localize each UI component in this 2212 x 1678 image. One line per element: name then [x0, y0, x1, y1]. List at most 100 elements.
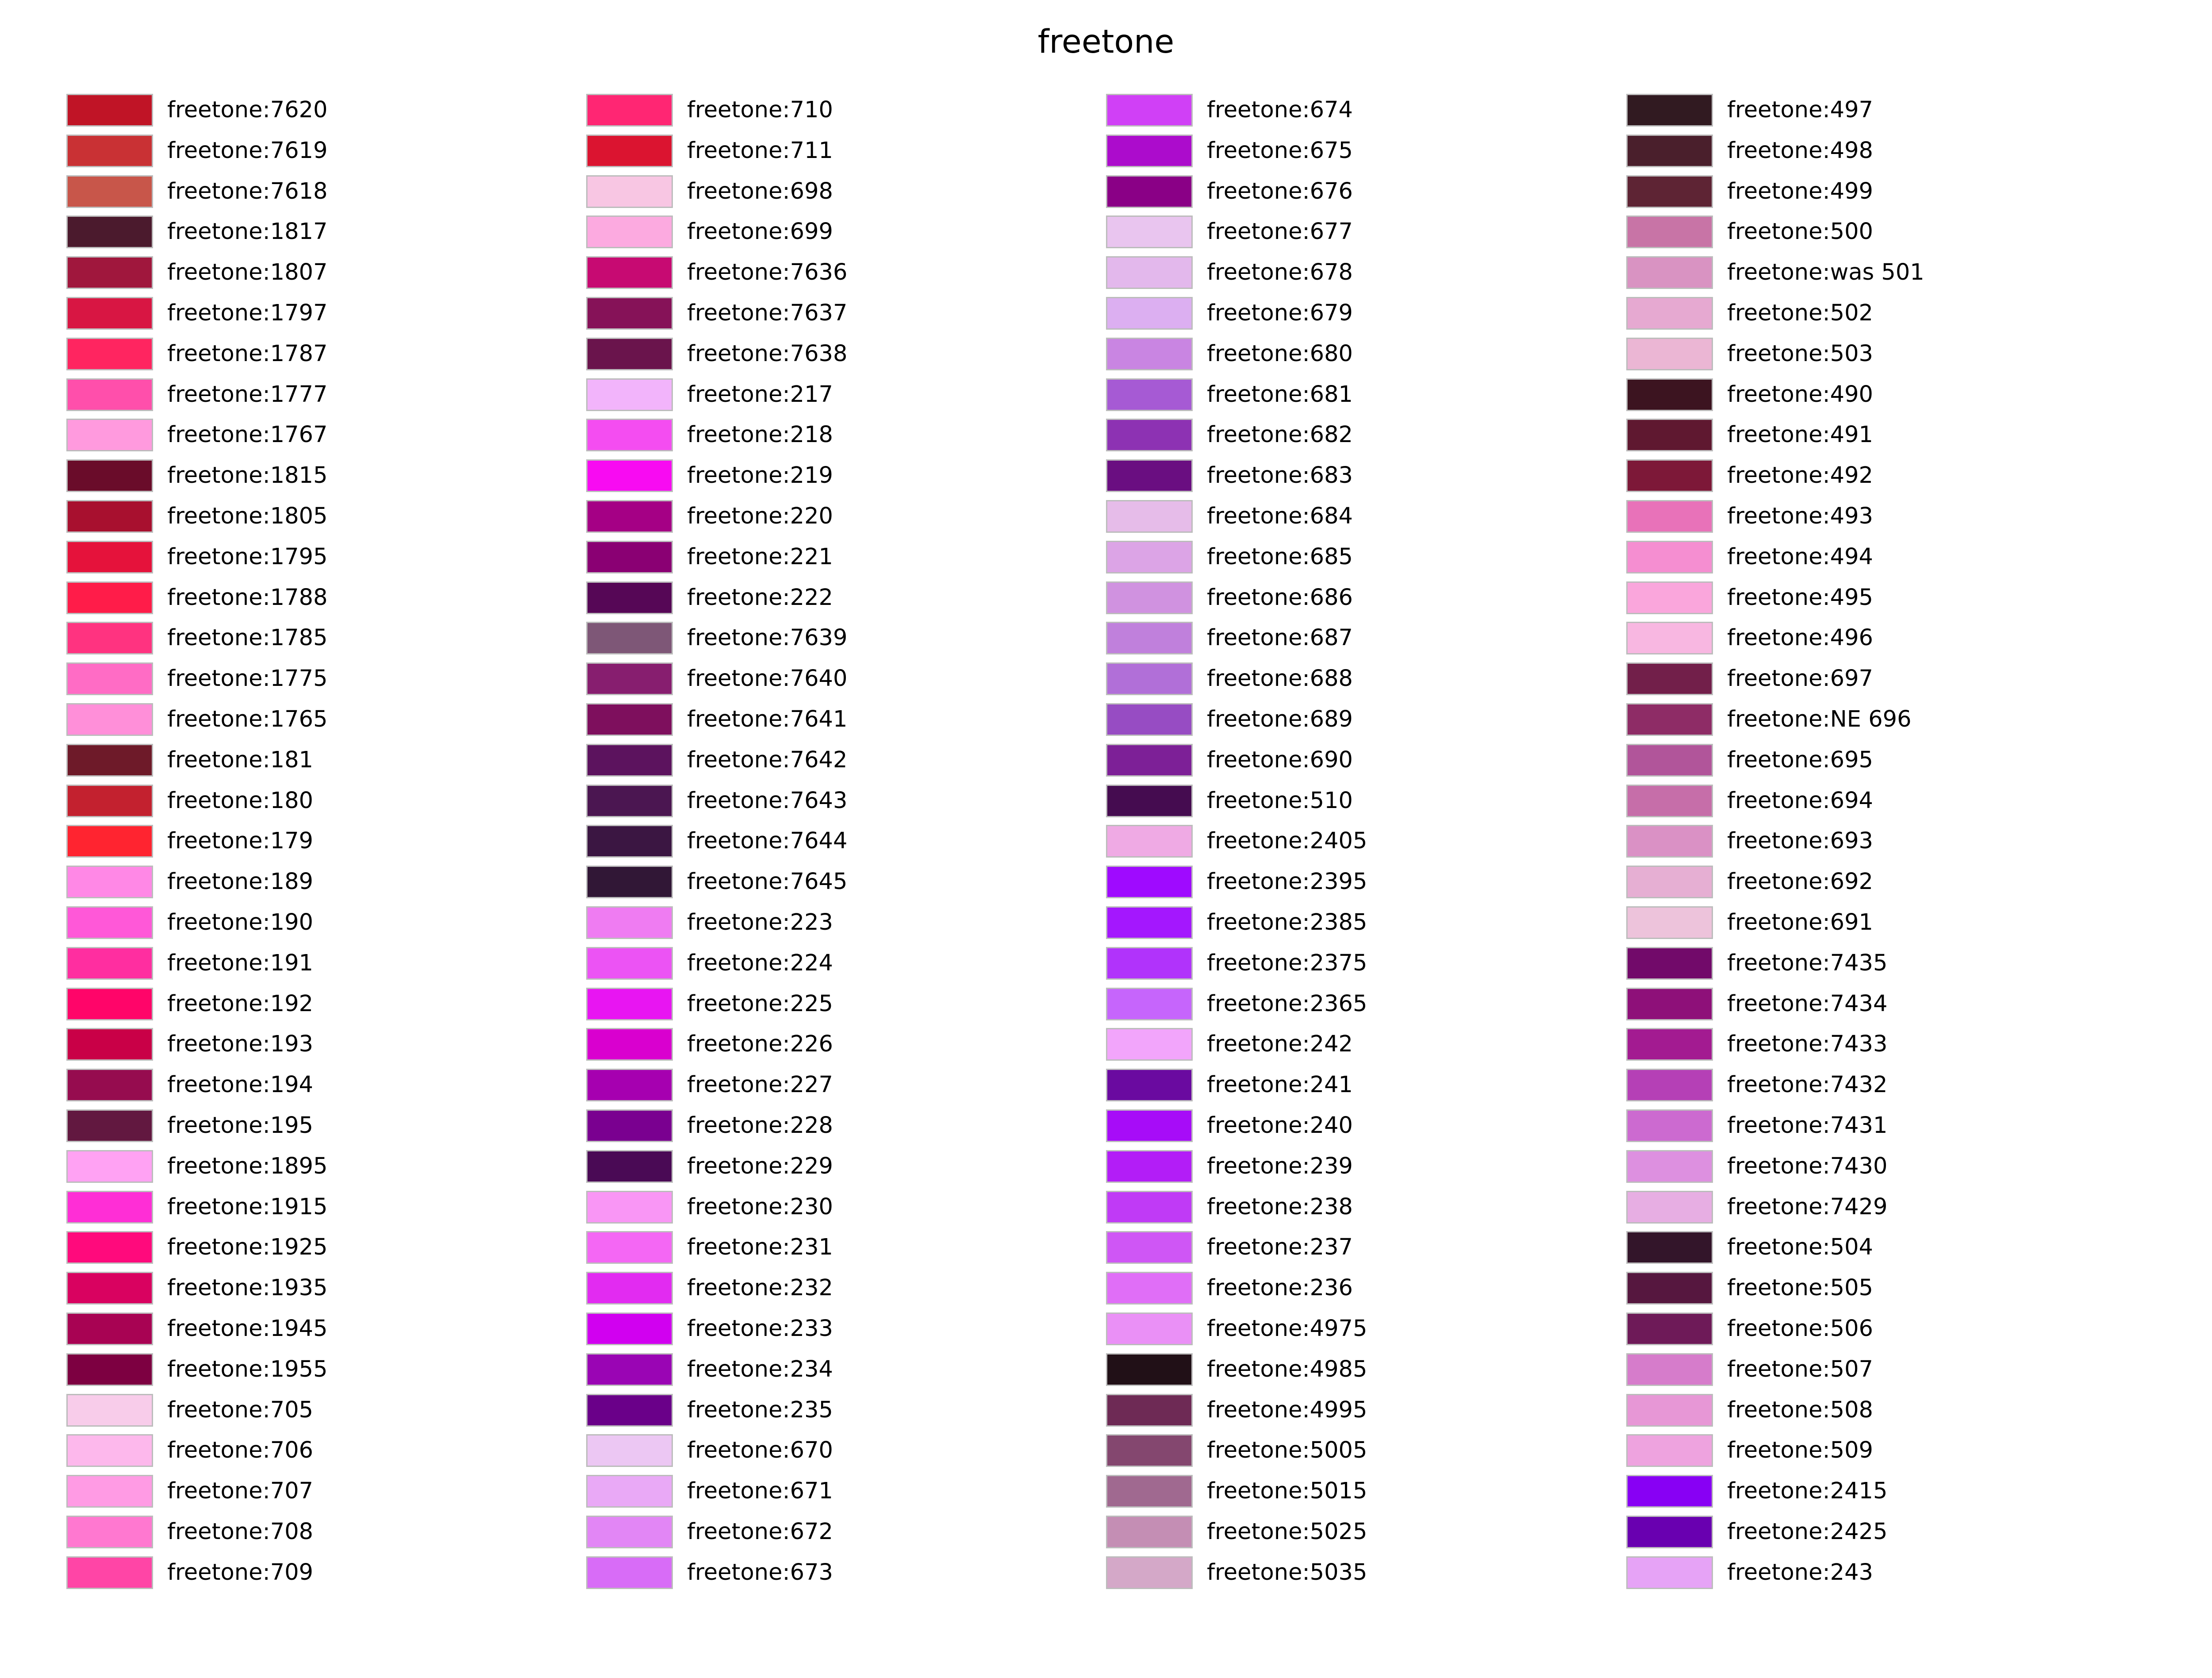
color-label: freetone:7432 [1727, 1072, 1888, 1098]
color-swatch [1106, 1393, 1193, 1427]
palette-entry: freetone:1777 [66, 378, 509, 414]
color-swatch [66, 419, 153, 452]
color-swatch [1626, 1434, 1713, 1467]
color-label: freetone:4985 [1207, 1356, 1367, 1382]
color-label: freetone:223 [687, 909, 833, 935]
palette-entry: freetone:192 [66, 987, 509, 1023]
color-label: freetone:7644 [687, 828, 848, 854]
color-label: freetone:492 [1727, 462, 1873, 489]
palette-entry: freetone:697 [1626, 662, 2069, 698]
color-label: freetone:230 [687, 1193, 833, 1220]
color-swatch [1106, 1353, 1193, 1386]
color-label: freetone:7640 [687, 666, 848, 692]
color-swatch [66, 947, 153, 980]
palette-entry: freetone:7644 [586, 825, 1029, 860]
color-label: freetone:493 [1727, 503, 1873, 529]
color-swatch [66, 1475, 153, 1508]
color-label: freetone:491 [1727, 422, 1873, 448]
palette-entry: freetone:673 [586, 1556, 1029, 1592]
color-label: freetone:190 [167, 909, 313, 935]
color-label: freetone:238 [1207, 1193, 1353, 1220]
palette-entry: freetone:505 [1626, 1272, 2069, 1307]
color-swatch [1626, 1556, 1713, 1589]
color-swatch [66, 1556, 153, 1589]
color-swatch [1626, 1190, 1713, 1224]
palette-entry: freetone:7435 [1626, 947, 2069, 982]
color-label: freetone:227 [687, 1072, 833, 1098]
color-swatch [66, 134, 153, 167]
color-swatch [66, 1069, 153, 1102]
color-swatch [586, 337, 673, 370]
color-swatch [66, 1190, 153, 1224]
palette-entry: freetone:194 [66, 1069, 509, 1104]
color-swatch [1106, 947, 1193, 980]
color-label: freetone:189 [167, 869, 313, 895]
palette-entry: freetone:1797 [66, 297, 509, 332]
color-label: freetone:7641 [687, 706, 848, 732]
color-swatch [1106, 216, 1193, 249]
color-swatch [1626, 1231, 1713, 1264]
color-swatch [66, 784, 153, 817]
color-swatch [586, 1231, 673, 1264]
color-swatch [1106, 1312, 1193, 1345]
color-swatch [1626, 947, 1713, 980]
palette-entry: freetone:5005 [1106, 1434, 1548, 1470]
color-swatch [66, 703, 153, 736]
color-label: freetone:2395 [1207, 869, 1367, 895]
palette-entry: freetone:235 [586, 1393, 1029, 1429]
color-label: freetone:694 [1727, 787, 1873, 814]
color-swatch [586, 1028, 673, 1061]
color-label: freetone:193 [167, 1031, 313, 1058]
color-label: freetone:709 [167, 1559, 313, 1586]
color-swatch [66, 1434, 153, 1467]
color-swatch [1106, 1109, 1193, 1142]
color-label: freetone:1945 [167, 1316, 328, 1342]
color-label: freetone:682 [1207, 422, 1353, 448]
color-label: freetone:7429 [1727, 1193, 1888, 1220]
palette-entry: freetone:494 [1626, 540, 2069, 576]
palette-entry: freetone:1915 [66, 1190, 509, 1226]
color-swatch [1106, 500, 1193, 533]
palette-entry: freetone:1817 [66, 216, 509, 251]
color-swatch [1626, 216, 1713, 249]
palette-entry: freetone:2385 [1106, 906, 1548, 942]
color-swatch [586, 987, 673, 1020]
palette-entry: freetone:707 [66, 1475, 509, 1510]
palette-entry: freetone:233 [586, 1312, 1029, 1348]
color-swatch [1626, 987, 1713, 1020]
color-label: freetone:1777 [167, 381, 328, 408]
palette-entry: freetone:220 [586, 500, 1029, 535]
color-label: freetone:2365 [1207, 990, 1367, 1017]
palette-entry: freetone:237 [1106, 1231, 1548, 1266]
palette-entry: freetone:7430 [1626, 1150, 2069, 1185]
color-swatch [586, 1475, 673, 1508]
color-swatch [586, 703, 673, 736]
palette-entry: freetone:7639 [586, 622, 1029, 657]
color-label: freetone:1788 [167, 584, 328, 611]
color-swatch [1106, 175, 1193, 208]
color-label: freetone:240 [1207, 1112, 1353, 1139]
color-label: freetone:191 [167, 950, 313, 976]
palette-entry: freetone:507 [1626, 1353, 2069, 1389]
palette-entry: freetone:180 [66, 784, 509, 820]
palette-entry: freetone:223 [586, 906, 1029, 942]
palette-entry: freetone:498 [1626, 134, 2069, 170]
color-label: freetone:219 [687, 462, 833, 489]
color-label: freetone:1935 [167, 1275, 328, 1301]
color-label: freetone:684 [1207, 503, 1353, 529]
palette-entry: freetone:508 [1626, 1393, 2069, 1429]
color-swatch [1106, 1028, 1193, 1061]
color-swatch [1626, 703, 1713, 736]
color-label: freetone:497 [1727, 97, 1873, 123]
palette-entry: freetone:698 [586, 175, 1029, 211]
color-swatch [1106, 1556, 1193, 1589]
palette-entry: freetone:230 [586, 1190, 1029, 1226]
color-label: freetone:1807 [167, 259, 328, 286]
color-swatch [1626, 540, 1713, 573]
color-swatch [586, 94, 673, 127]
color-label: freetone:233 [687, 1316, 833, 1342]
color-swatch [586, 1272, 673, 1305]
color-swatch [1626, 743, 1713, 777]
color-label: freetone:7638 [687, 340, 848, 367]
color-label: freetone:679 [1207, 300, 1353, 326]
